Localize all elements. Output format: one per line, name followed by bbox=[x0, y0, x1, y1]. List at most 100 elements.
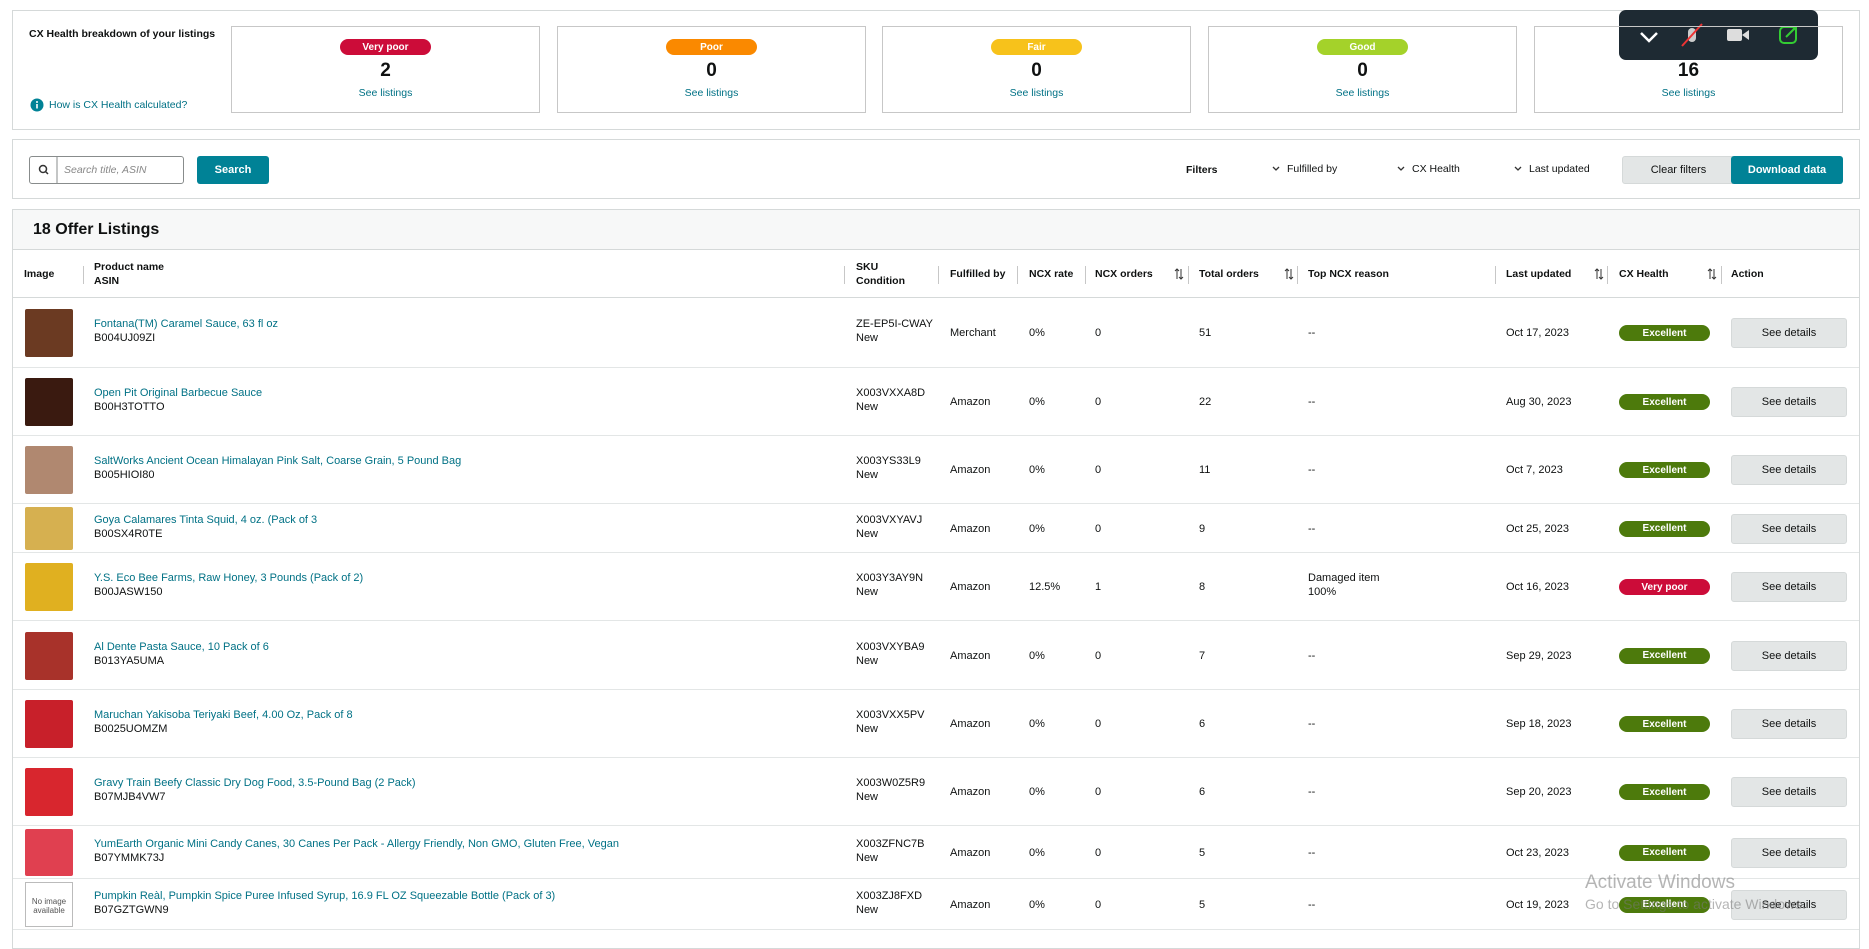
see-listings-link[interactable]: See listings bbox=[1335, 87, 1390, 99]
product-name-link[interactable]: Al Dente Pasta Sauce, 10 Pack of 6 bbox=[94, 640, 269, 653]
health-card[interactable] bbox=[1534, 26, 1843, 113]
fulfilled-by: Amazon bbox=[950, 898, 991, 911]
sku: X003VXX5PV bbox=[856, 709, 925, 721]
product-name-link[interactable]: Y.S. Eco Bee Farms, Raw Honey, 3 Pounds … bbox=[94, 572, 364, 584]
column-subheader: ASIN bbox=[94, 275, 120, 287]
filter-dropdown[interactable]: Last updated bbox=[1513, 163, 1590, 175]
see-listings-link[interactable]: See listings bbox=[1009, 87, 1064, 99]
total-orders: 5 bbox=[1199, 846, 1206, 859]
product-name-link[interactable]: YumEarth Organic Mini Candy Canes, 30 Ca… bbox=[94, 837, 619, 850]
table-row bbox=[13, 553, 1859, 621]
see-details-button[interactable]: See details bbox=[1731, 572, 1847, 602]
download-button[interactable]: Download data bbox=[1731, 156, 1843, 184]
see-details-button[interactable]: See details bbox=[1731, 513, 1847, 544]
sku: ZE-EP5I-CWAY bbox=[856, 318, 934, 330]
ncx-rate: 0% bbox=[1029, 649, 1045, 662]
top-ncx-reason: -- bbox=[1308, 396, 1316, 408]
help-link[interactable]: How is CX Health calculated? bbox=[49, 99, 188, 111]
asin: B0025UOMZM bbox=[94, 723, 168, 735]
health-card[interactable] bbox=[231, 26, 540, 113]
asin: B00JASW150 bbox=[94, 586, 163, 598]
cx-health-badge: Excellent bbox=[1619, 394, 1710, 410]
column-header: Total orders bbox=[1199, 268, 1259, 280]
product-name-link[interactable]: Gravy Train Beefy Classic Dry Dog Food, … bbox=[94, 777, 416, 789]
health-count: 16 bbox=[1677, 60, 1700, 81]
sku: X003VXYBA9 bbox=[856, 640, 925, 653]
see-listings-link[interactable]: See listings bbox=[1661, 87, 1716, 99]
sort-icon[interactable] bbox=[1594, 267, 1604, 281]
product-name-link[interactable]: Maruchan Yakisoba Teriyaki Beef, 4.00 Oz… bbox=[94, 709, 353, 721]
ncx-orders: 0 bbox=[1095, 649, 1102, 662]
product-name-link[interactable]: SaltWorks Ancient Ocean Himalayan Pink S… bbox=[94, 455, 462, 467]
see-details-button[interactable]: See details bbox=[1731, 709, 1847, 739]
table-row bbox=[13, 504, 1859, 553]
last-updated: Sep 29, 2023 bbox=[1506, 649, 1572, 662]
column-header: SKU bbox=[856, 261, 879, 273]
ncx-rate: 0% bbox=[1029, 464, 1045, 476]
column-header: Image bbox=[24, 268, 55, 280]
search-box[interactable]: Search title, ASIN bbox=[29, 156, 184, 184]
product-name-link[interactable]: Open Pit Original Barbecue Sauce bbox=[94, 387, 263, 399]
header-row bbox=[13, 250, 1859, 298]
see-details-button[interactable]: See details bbox=[1731, 889, 1847, 920]
last-updated: Oct 23, 2023 bbox=[1506, 846, 1569, 859]
sort-icon[interactable] bbox=[1174, 267, 1184, 281]
product-name-link[interactable]: Pumpkin Reàl, Pumpkin Spice Puree Infuse… bbox=[94, 889, 556, 902]
table-row bbox=[13, 621, 1859, 690]
sku: X003VXYAVJ bbox=[856, 513, 923, 526]
column-header: Action bbox=[1731, 268, 1764, 280]
see-details-button[interactable]: See details bbox=[1731, 318, 1847, 348]
see-details-button[interactable]: See details bbox=[1731, 387, 1847, 417]
filter-dropdown[interactable]: CX Health bbox=[1396, 163, 1460, 175]
top-ncx-reason: -- bbox=[1308, 522, 1316, 535]
fulfilled-by: Amazon bbox=[950, 846, 991, 859]
see-details-button[interactable]: See details bbox=[1731, 640, 1847, 671]
condition: New bbox=[856, 401, 879, 413]
search-button[interactable]: Search bbox=[197, 156, 269, 184]
filters-label: Filters bbox=[1186, 164, 1218, 176]
product-name-link[interactable]: Fontana(TM) Caramel Sauce, 63 fl oz bbox=[94, 318, 279, 330]
health-card[interactable] bbox=[882, 26, 1191, 113]
column-separator bbox=[1085, 266, 1086, 284]
product-name-link[interactable]: Goya Calamares Tinta Squid, 4 oz. (Pack … bbox=[94, 513, 318, 526]
see-details-button[interactable]: See details bbox=[1731, 777, 1847, 807]
column-header: Last updated bbox=[1506, 268, 1572, 280]
fulfilled-by: Merchant bbox=[950, 327, 996, 339]
total-orders: 51 bbox=[1199, 327, 1212, 339]
asin: B00H3TOTTO bbox=[94, 401, 165, 413]
sku: X003W0Z5R9 bbox=[856, 777, 926, 789]
product-thumbnail bbox=[25, 768, 73, 816]
condition: New bbox=[856, 903, 879, 916]
health-card[interactable] bbox=[1208, 26, 1517, 113]
sort-icon[interactable] bbox=[1707, 267, 1717, 281]
ncx-orders: 1 bbox=[1095, 581, 1102, 593]
column-separator bbox=[1495, 266, 1496, 284]
last-updated: Oct 16, 2023 bbox=[1506, 581, 1569, 593]
sort-arrows bbox=[1707, 268, 1717, 280]
fulfilled-by: Amazon bbox=[950, 396, 991, 408]
table-title-bar bbox=[13, 210, 1859, 250]
see-listings-link[interactable]: See listings bbox=[684, 87, 739, 99]
see-details-button[interactable]: See details bbox=[1731, 455, 1847, 485]
see-details-button[interactable]: See details bbox=[1731, 837, 1847, 868]
asin: B005HIOI80 bbox=[94, 469, 155, 481]
filter-dropdown[interactable]: Fulfilled by bbox=[1271, 163, 1337, 175]
clear-filters-button[interactable]: Clear filters bbox=[1622, 156, 1735, 184]
fulfilled-by: Amazon bbox=[950, 581, 991, 593]
health-card[interactable] bbox=[557, 26, 866, 113]
sku: X003ZFNC7B bbox=[856, 837, 925, 850]
fulfilled-by: Amazon bbox=[950, 718, 991, 730]
total-orders: 5 bbox=[1199, 898, 1206, 911]
column-separator bbox=[1297, 266, 1298, 284]
sku: X003VXXA8D bbox=[856, 387, 926, 399]
sort-arrows bbox=[1594, 268, 1604, 280]
sort-icon[interactable] bbox=[1284, 267, 1294, 281]
condition: New bbox=[856, 723, 879, 735]
see-listings-link[interactable]: See listings bbox=[358, 87, 413, 99]
total-orders: 22 bbox=[1199, 396, 1212, 408]
health-count: 0 bbox=[1031, 60, 1042, 81]
condition: New bbox=[856, 851, 879, 864]
health-badge: Good bbox=[1317, 39, 1408, 55]
health-badge: Poor bbox=[666, 39, 757, 55]
